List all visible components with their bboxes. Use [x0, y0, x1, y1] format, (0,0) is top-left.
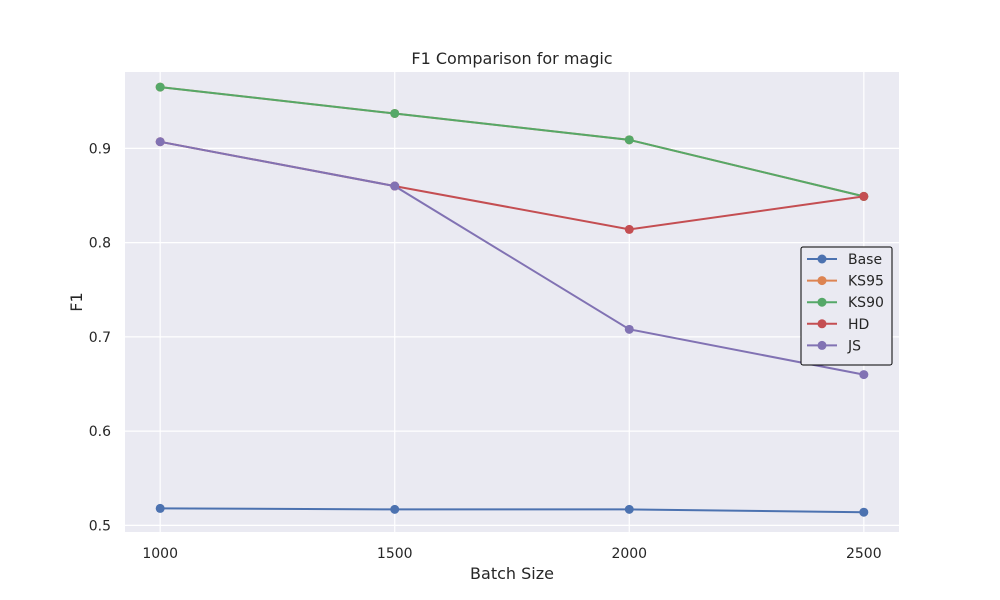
- chart-title: F1 Comparison for magic: [411, 49, 612, 68]
- y-tick-label: 0.7: [89, 330, 111, 346]
- data-point: [155, 82, 165, 92]
- legend-swatch-marker: [817, 340, 827, 350]
- data-point: [624, 324, 634, 334]
- legend-item: JS: [807, 338, 861, 354]
- legend-item: KS90: [807, 295, 884, 311]
- data-point: [390, 504, 400, 514]
- data-point: [155, 503, 165, 513]
- data-point: [155, 137, 165, 147]
- series-base: [155, 503, 869, 517]
- y-axis-title: F1: [67, 292, 86, 311]
- x-tick-label: 1500: [377, 546, 413, 562]
- data-point: [624, 224, 634, 234]
- legend-item: Base: [807, 252, 882, 268]
- series-js: [155, 137, 869, 380]
- legend-label: JS: [847, 338, 861, 354]
- data-point: [390, 108, 400, 118]
- data-point: [624, 135, 634, 145]
- x-tick-label: 1000: [142, 546, 178, 562]
- series-line: [160, 507, 864, 514]
- x-tick-label: 2500: [846, 546, 882, 562]
- legend-item: KS95: [807, 274, 884, 290]
- grid: [125, 72, 899, 532]
- legend-label: KS95: [848, 274, 884, 290]
- y-tick-label: 0.8: [89, 236, 111, 252]
- plot-area: [125, 72, 899, 532]
- y-tick-label: 0.5: [89, 518, 111, 534]
- legend-label: Base: [848, 252, 882, 268]
- legend-item: HD: [807, 317, 869, 333]
- x-tick-label: 2000: [611, 546, 647, 562]
- data-point: [624, 504, 634, 514]
- legend-swatch-marker: [817, 276, 827, 286]
- data-point: [859, 370, 869, 380]
- data-point: [859, 191, 869, 201]
- legend-swatch-marker: [817, 297, 827, 307]
- series-line: [160, 86, 865, 198]
- y-tick-label: 0.9: [89, 141, 111, 157]
- x-axis-title: Batch Size: [470, 564, 554, 583]
- series-line: [160, 140, 864, 376]
- legend-label: KS90: [848, 295, 884, 311]
- data-point: [390, 181, 400, 191]
- legend: Base KS95 KS90 HD JS: [800, 246, 893, 366]
- y-tick-label: 0.6: [89, 424, 111, 440]
- data-point: [859, 507, 869, 517]
- legend-swatch-marker: [817, 319, 827, 329]
- tick-labels: 1000 1500 2000 2500 0.5 0.6 0.7 0.8 0.9: [89, 141, 882, 562]
- series-layer: [155, 82, 869, 517]
- legend-label: HD: [848, 317, 869, 333]
- legend-swatch-marker: [817, 254, 827, 264]
